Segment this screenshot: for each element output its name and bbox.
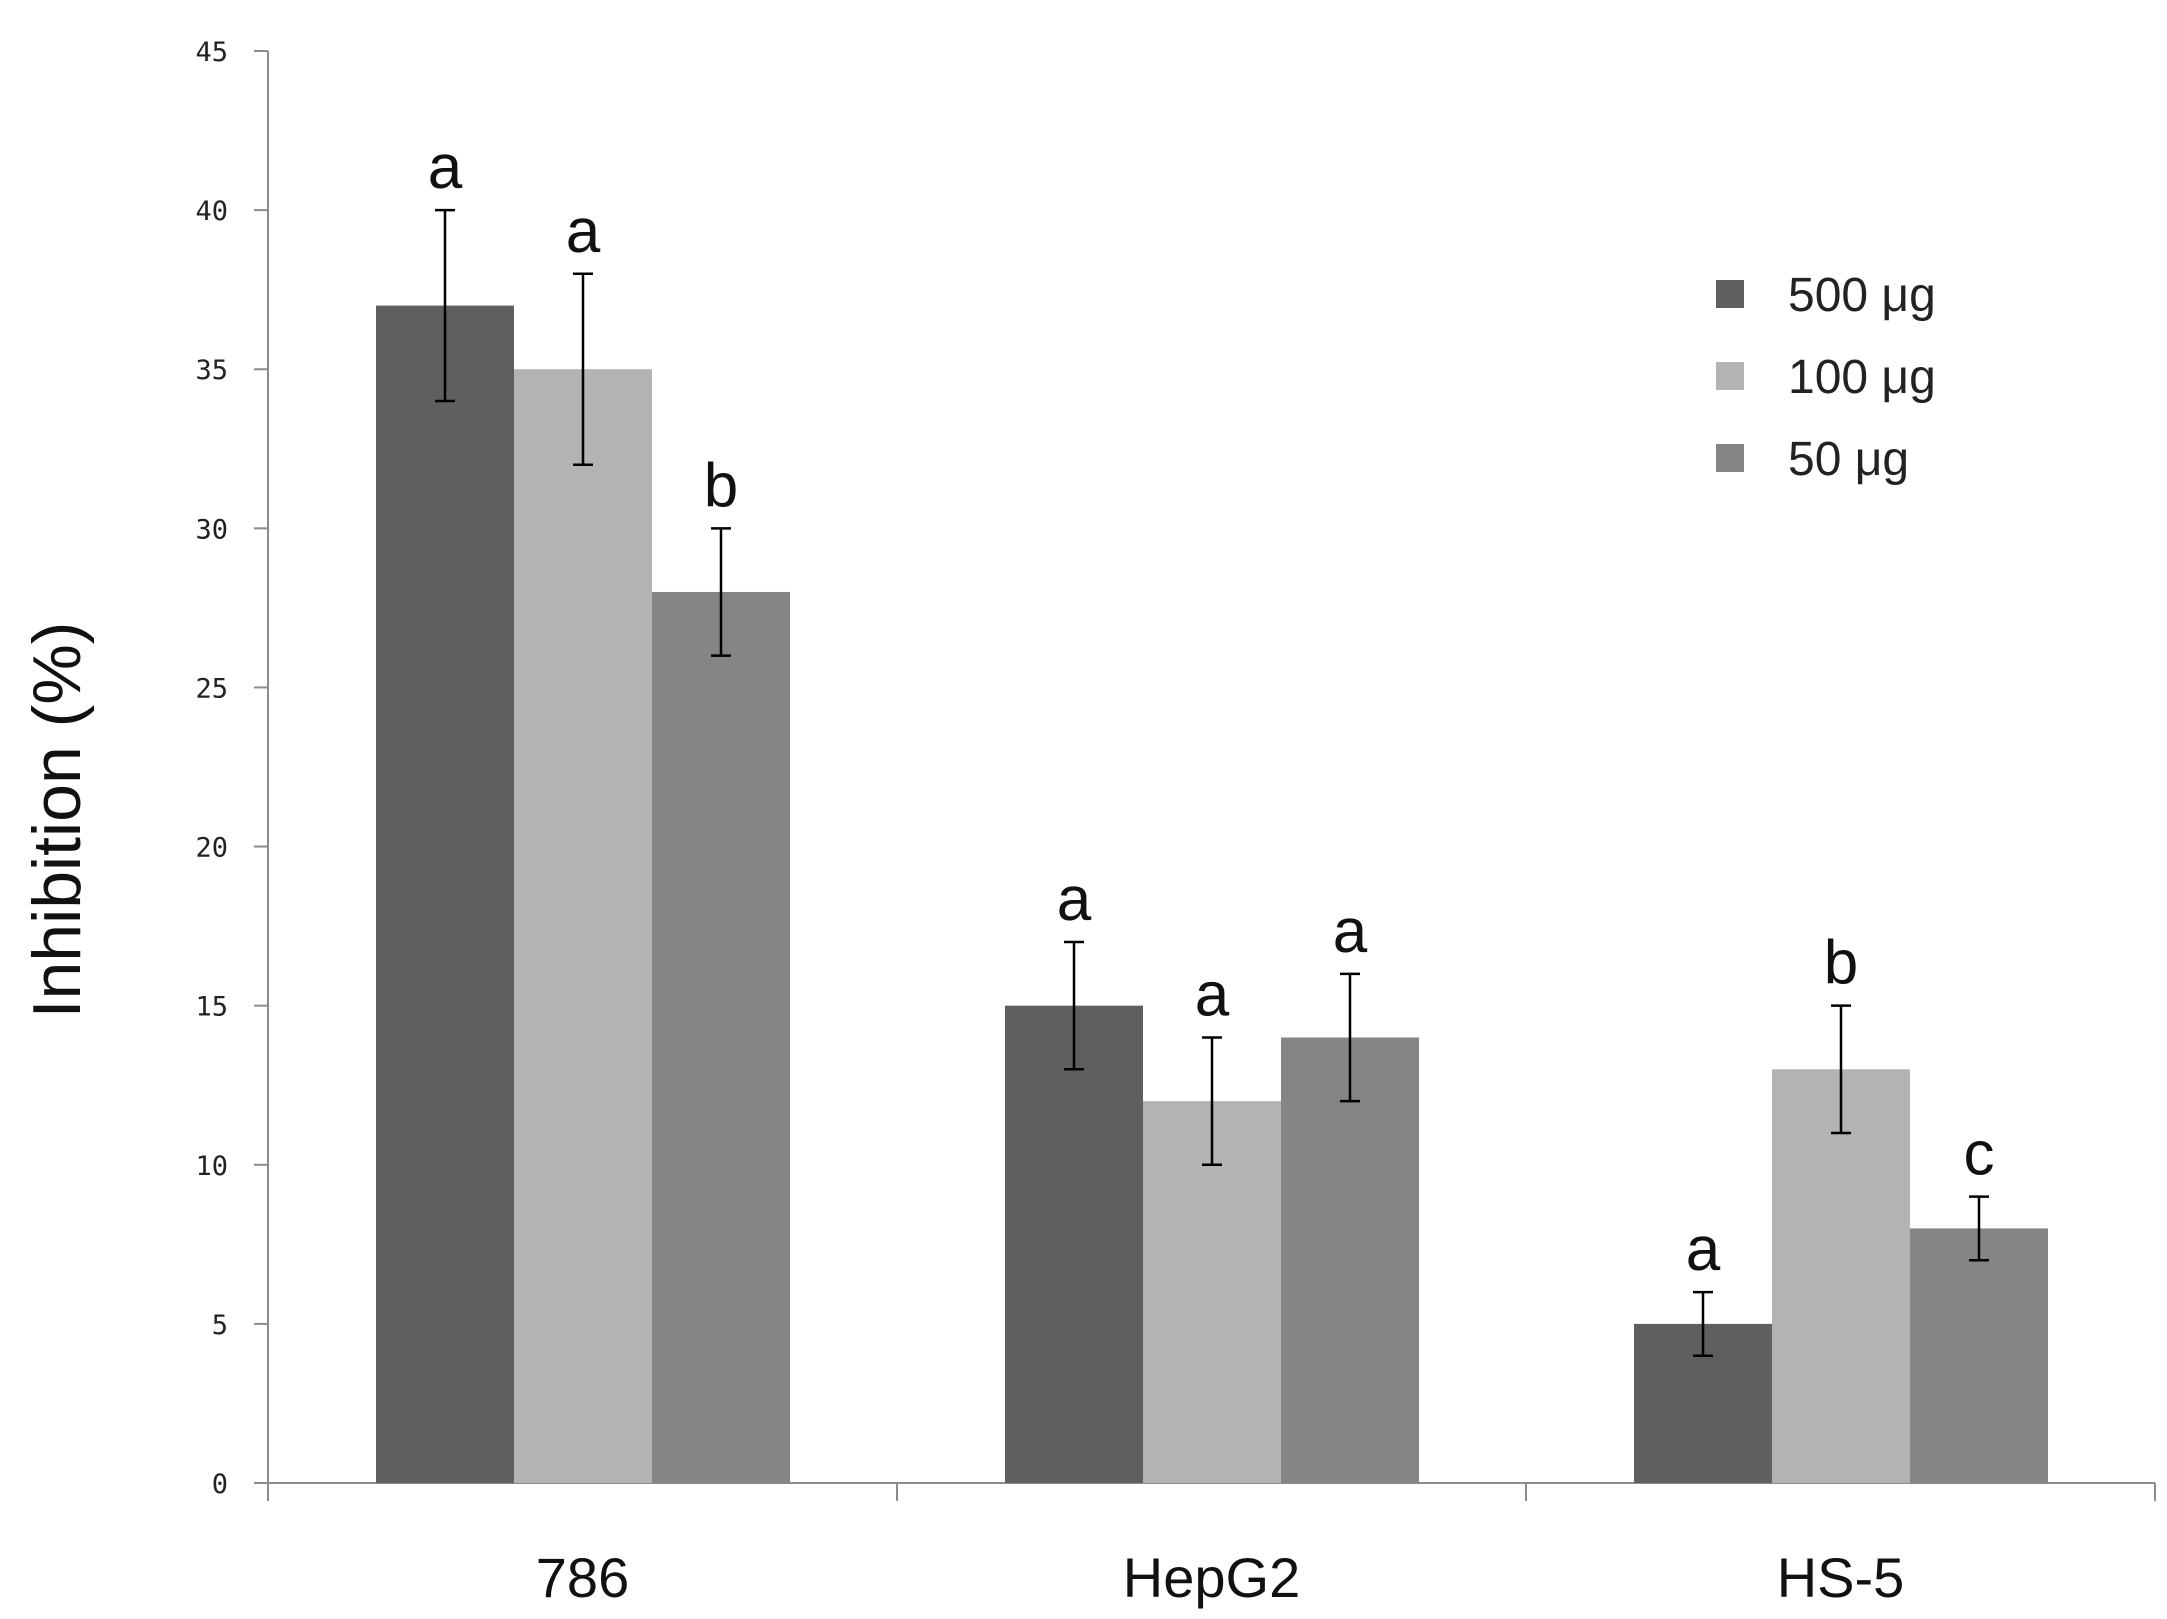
significance-label: a <box>428 133 463 202</box>
bar <box>376 305 514 1484</box>
significance-label: a <box>1057 865 1092 934</box>
significance-label: a <box>566 197 601 266</box>
bar <box>1005 1005 1143 1483</box>
bar <box>1910 1228 2048 1483</box>
significance-label: b <box>1824 929 1858 998</box>
labels-layer: a a a a a b b a c <box>428 133 1995 1284</box>
y-tick-label: 35 <box>195 355 228 386</box>
y-tick-label: 25 <box>195 673 228 704</box>
significance-label: a <box>1195 960 1230 1029</box>
y-tick-label: 5 <box>212 1310 228 1341</box>
y-tick-label: 40 <box>195 196 228 227</box>
significance-label: b <box>704 451 738 520</box>
bar <box>652 591 790 1483</box>
legend-swatch <box>1716 280 1744 308</box>
bars-layer <box>376 305 2048 1484</box>
bar <box>514 369 652 1484</box>
x-tick-label: 786 <box>536 1546 629 1609</box>
legend-label: 50 μg <box>1788 433 1909 486</box>
errorbars-layer <box>435 208 1989 1357</box>
legend: 500 μg 100 μg 50 μg <box>1716 269 1936 486</box>
y-tick-label: 0 <box>212 1469 228 1500</box>
y-tick-label: 30 <box>195 514 228 545</box>
y-axis-label: Inhibition (%) <box>19 622 95 1019</box>
y-tick-label: 15 <box>195 992 228 1023</box>
significance-label: a <box>1686 1215 1721 1284</box>
y-tick-label: 20 <box>195 833 228 864</box>
x-tick-label: HS-5 <box>1777 1546 1905 1609</box>
legend-label: 100 μg <box>1788 351 1936 404</box>
significance-label: a <box>1333 897 1368 966</box>
legend-swatch <box>1716 444 1744 472</box>
significance-label: c <box>1964 1120 1995 1189</box>
legend-label: 500 μg <box>1788 269 1936 322</box>
y-tick-label: 10 <box>195 1151 228 1182</box>
legend-swatch <box>1716 362 1744 390</box>
bar <box>1281 1037 1419 1483</box>
x-tick-label: HepG2 <box>1123 1546 1300 1609</box>
y-tick-label: 45 <box>195 37 228 68</box>
bar <box>1772 1069 1910 1483</box>
